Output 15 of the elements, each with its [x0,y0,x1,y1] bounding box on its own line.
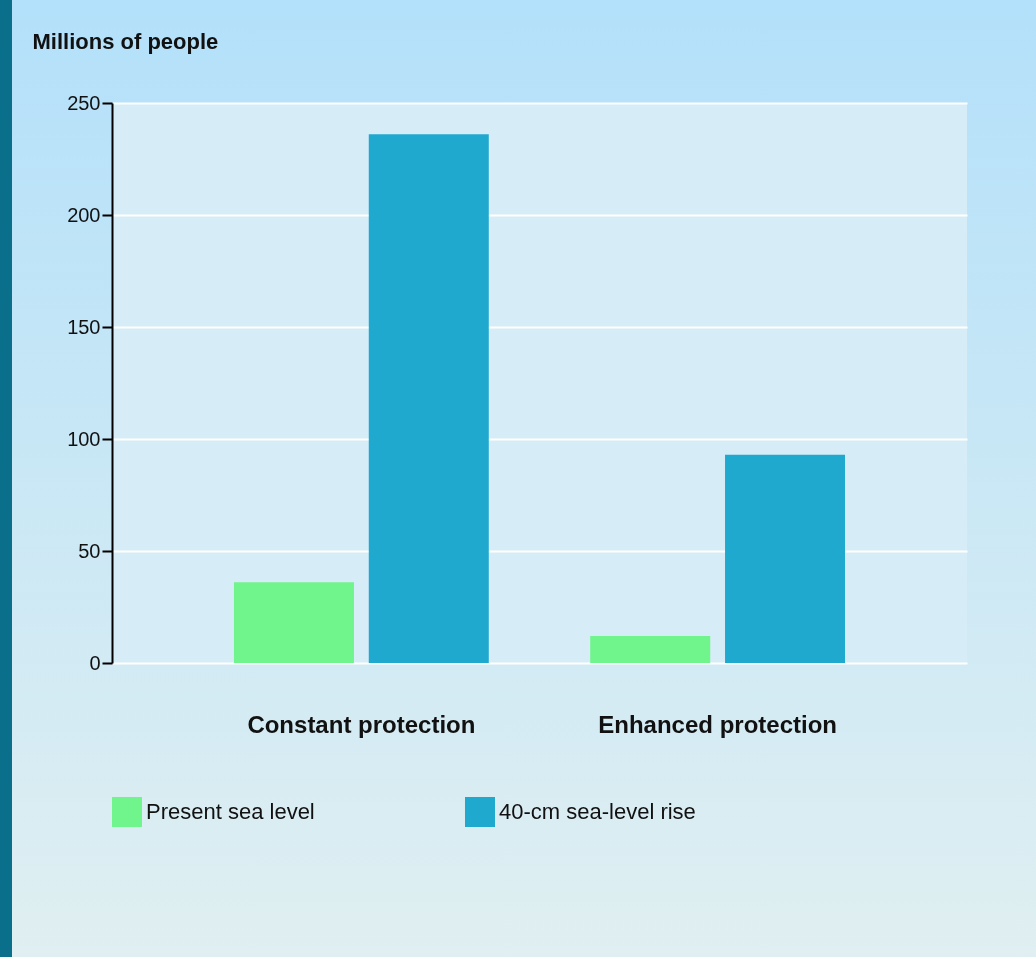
y-tick-label: 200 [67,203,101,226]
x-tick-label: Constant protection [247,710,476,738]
y-tick-label: 100 [67,427,101,450]
bar [233,582,354,663]
legend-label: 40-cm sea-level rise [499,799,696,824]
y-axis-title: Millions of people [32,28,219,54]
bar [725,454,846,663]
y-tick-label: 250 [67,91,101,114]
legend-label: Present sea level [146,799,315,824]
x-tick-label: Enhanced protection [598,710,837,738]
bar [590,636,711,663]
y-tick-label: 50 [78,539,101,562]
y-tick-label: 150 [67,315,101,338]
y-tick-label: 0 [89,651,101,674]
bar [368,134,489,663]
